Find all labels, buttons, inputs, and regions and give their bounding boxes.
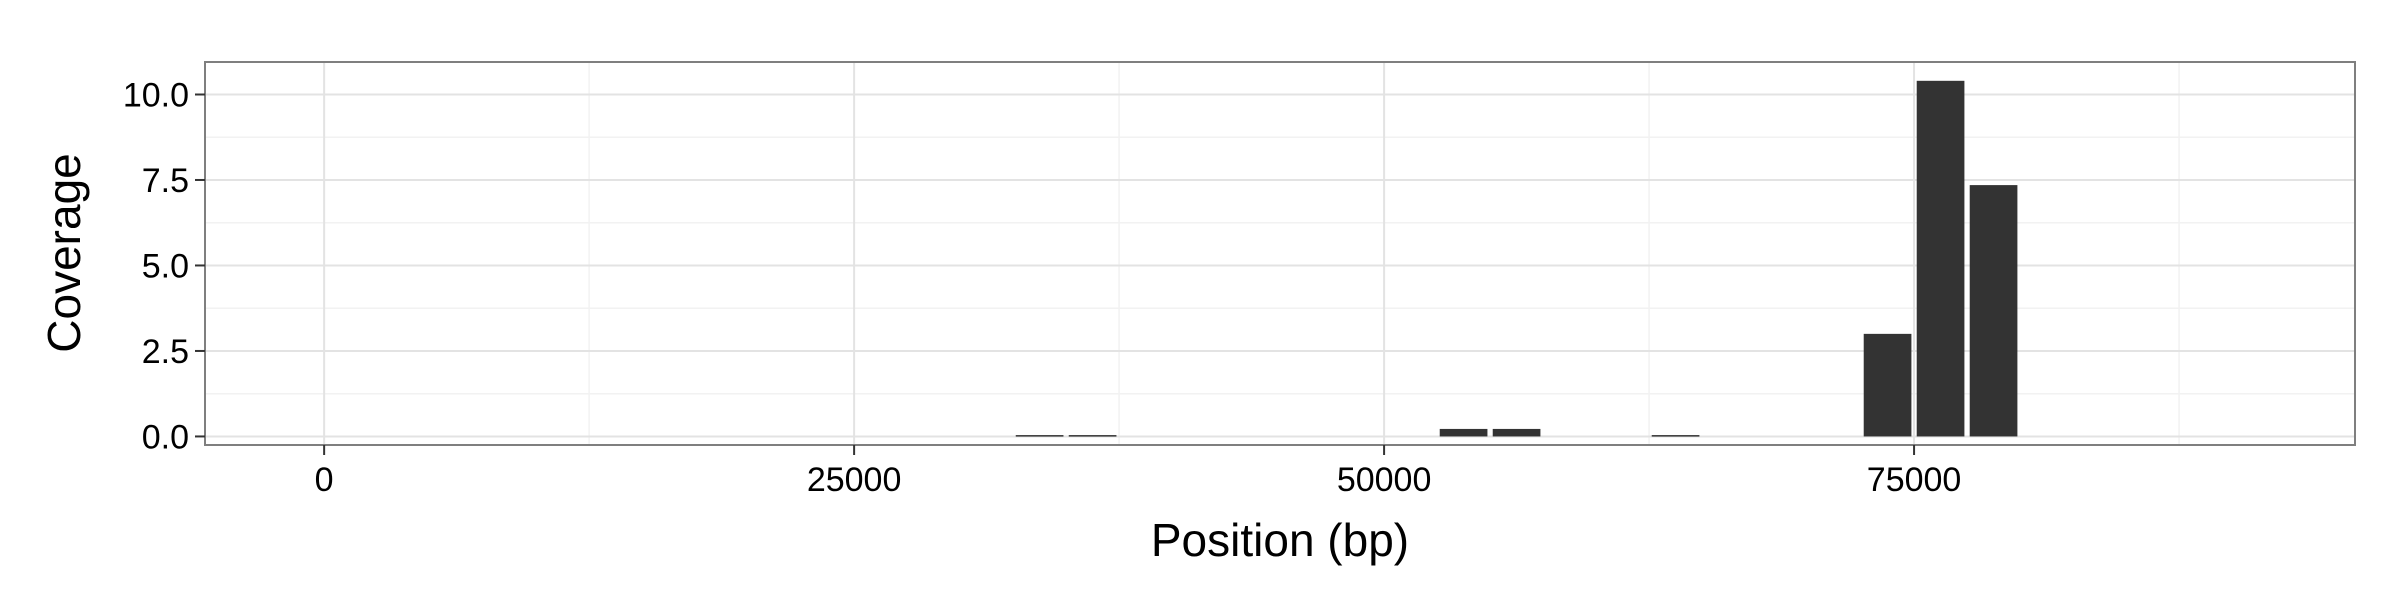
x-tick-label: 25000: [807, 461, 902, 499]
x-tick-label: 0: [315, 461, 334, 499]
y-axis-label: Coverage: [38, 153, 90, 352]
coverage-bar: [1969, 185, 2018, 437]
plot-border: [204, 61, 2356, 446]
coverage-bar: [1492, 428, 1541, 437]
bar-series: [1015, 80, 2018, 437]
y-tick-label: 7.5: [142, 162, 189, 200]
coverage-bar: [1015, 435, 1064, 437]
x-axis-ticks: 0 25000 50000 75000: [315, 445, 1962, 499]
y-tick-label: 5.0: [142, 247, 189, 285]
coverage-bar: [1068, 435, 1117, 437]
plot-panel: [205, 62, 2355, 445]
y-tick-label: 2.5: [142, 333, 189, 371]
x-tick-label: 50000: [1337, 461, 1432, 499]
y-axis-ticks: 0.0 2.5 5.0 7.5 10.0: [123, 76, 205, 456]
coverage-bar: [1651, 435, 1700, 437]
coverage-bar: [1916, 80, 1965, 437]
y-tick-label: 0.0: [142, 418, 189, 456]
x-axis-label: Position (bp): [1151, 514, 1409, 566]
y-tick-label: 10.0: [123, 76, 189, 114]
x-tick-label: 75000: [1867, 461, 1962, 499]
coverage-bar: [1439, 428, 1488, 437]
coverage-bar: [1863, 333, 1912, 437]
